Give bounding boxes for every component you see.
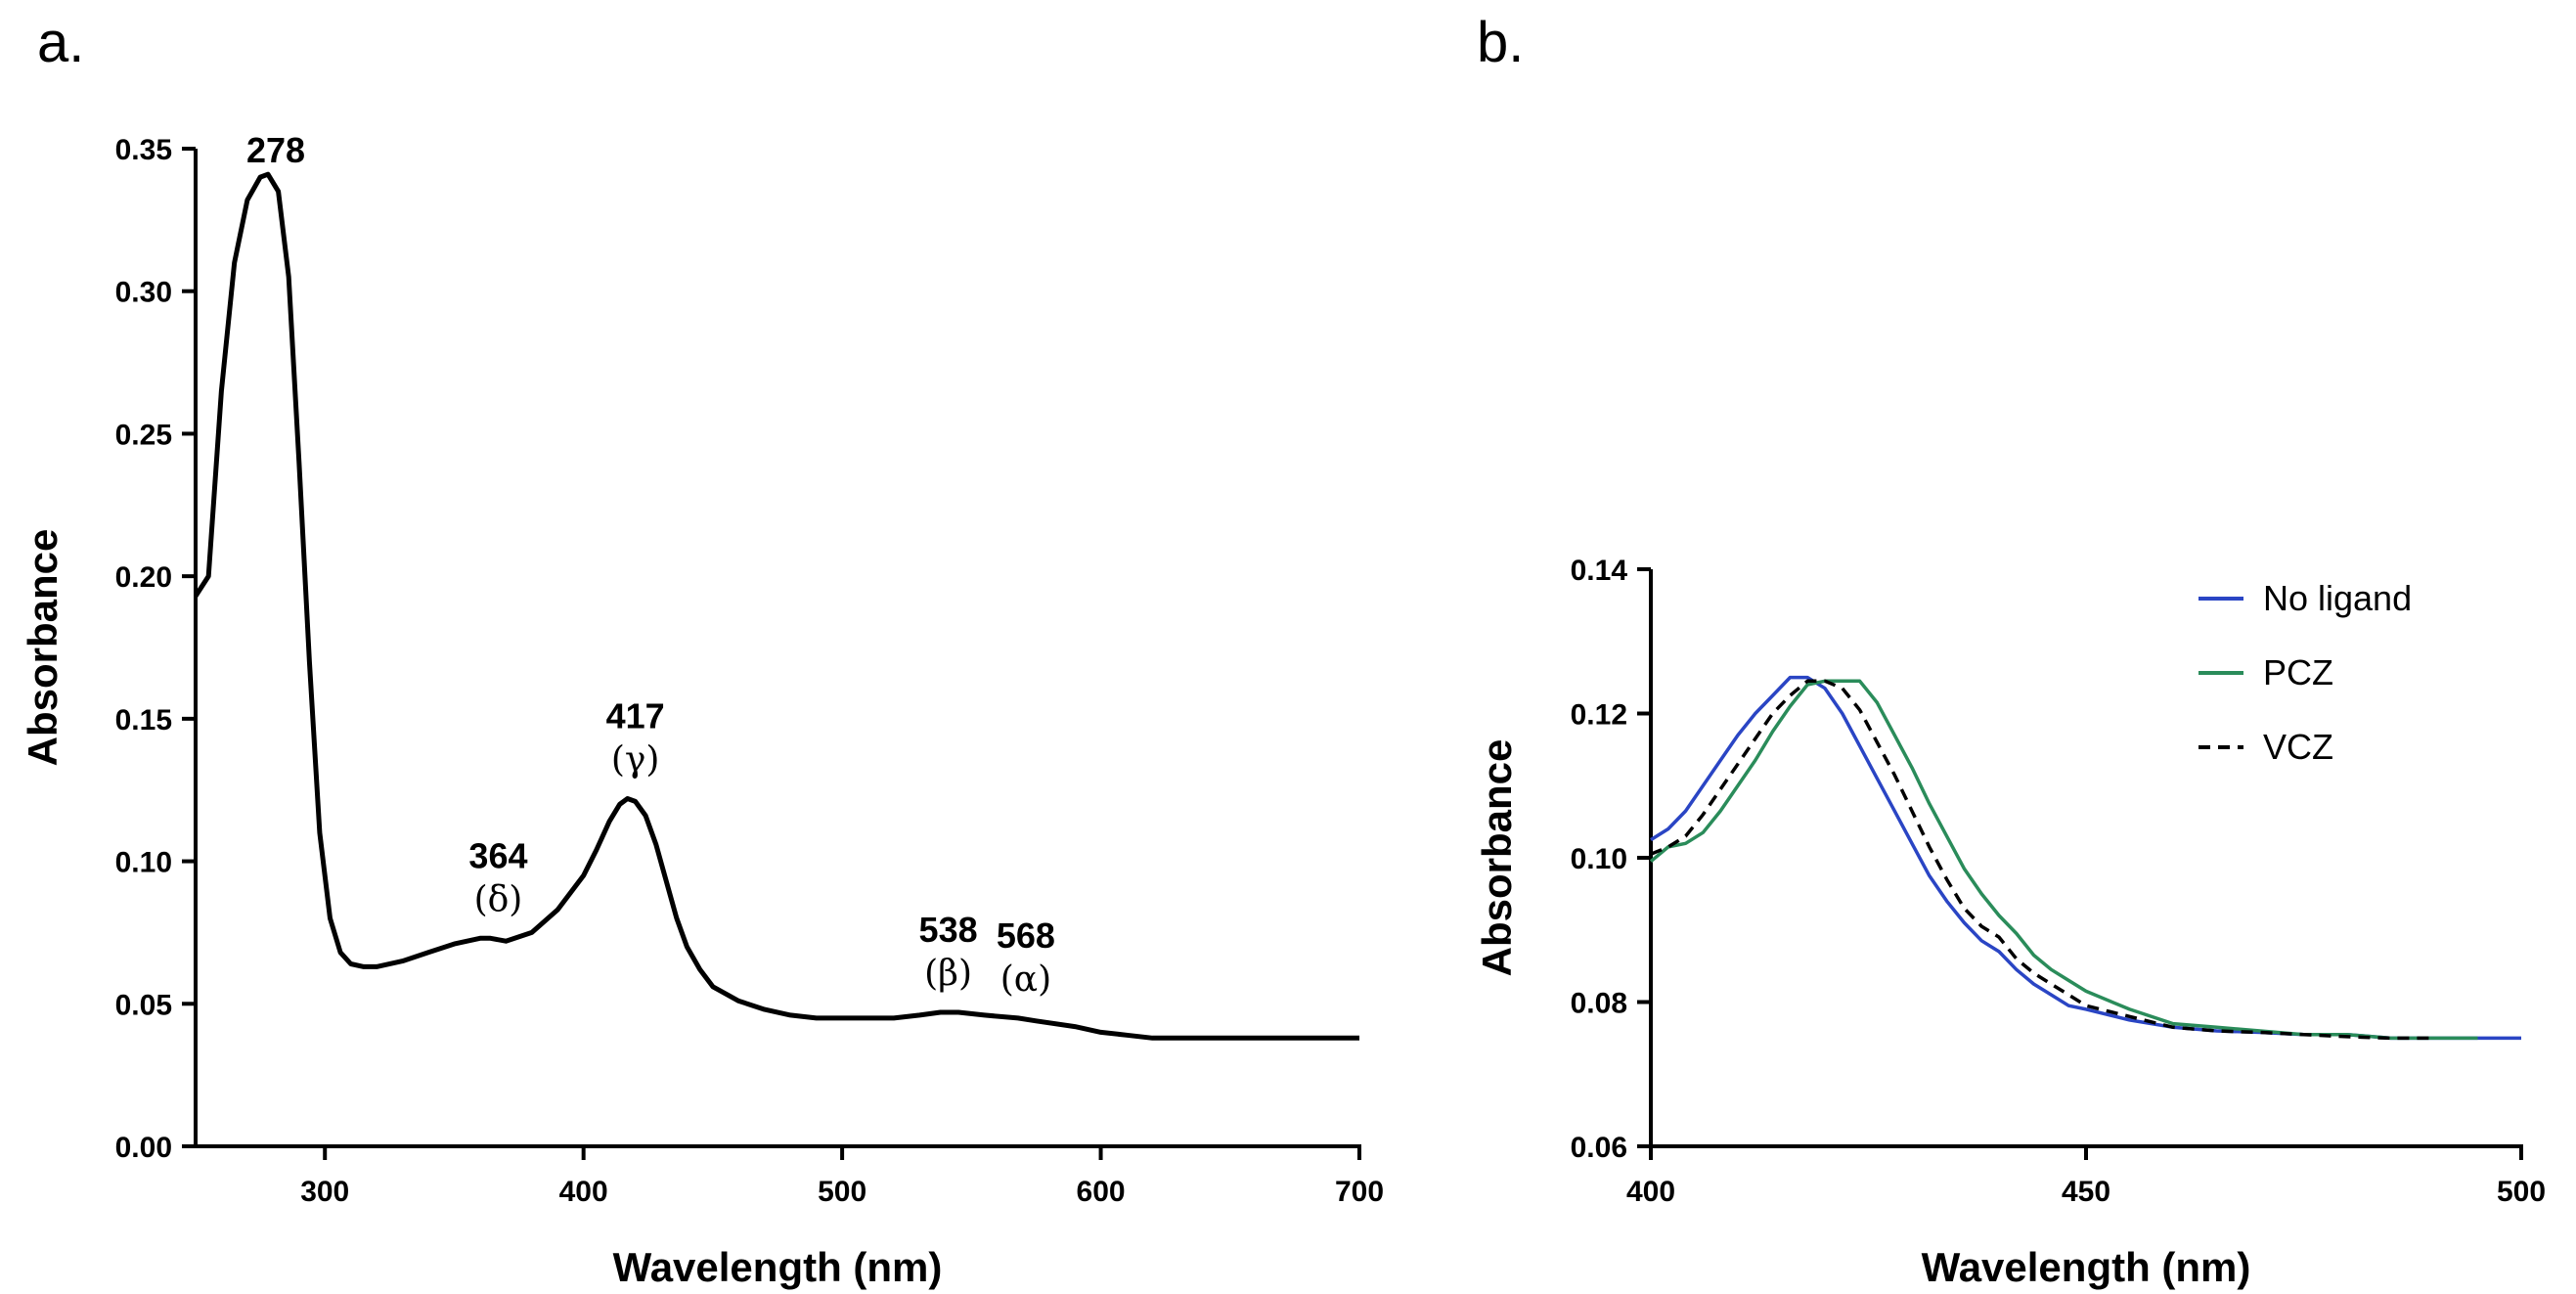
y-tick-label: 0.05: [115, 989, 172, 1021]
x-tick-label: 600: [1077, 1176, 1126, 1208]
y-tick-label: 0.14: [1571, 555, 1628, 587]
x-tick-label: 400: [1626, 1176, 1675, 1208]
peak-label-364: 364: [468, 835, 527, 875]
x-axis-title: Wavelength (nm): [1922, 1244, 2251, 1290]
peak-band-label: (δ): [474, 879, 523, 919]
x-tick-label: 450: [2062, 1176, 2110, 1208]
series-line-no-ligand: [1650, 675, 2521, 1041]
peak-label-278: 278: [246, 130, 305, 170]
legend-label: PCZ: [2263, 652, 2333, 692]
peak-label-568: 568: [997, 915, 1055, 956]
x-tick-label: 500: [2497, 1176, 2546, 1208]
peak-band-label: (α): [1000, 959, 1051, 1000]
y-tick-label: 0.00: [115, 1132, 172, 1164]
y-tick-label: 0.10: [115, 847, 172, 879]
series-line-vcz: [1650, 679, 2434, 1041]
panel-b-letter: b.: [1477, 11, 1525, 74]
y-tick-label: 0.20: [115, 561, 172, 594]
y-tick-label: 0.10: [1571, 843, 1627, 875]
peak-band-label: (β): [924, 954, 972, 994]
y-axis-title: Absorbance: [1474, 739, 1520, 977]
y-tick-label: 0.08: [1571, 988, 1627, 1020]
y-tick-label: 0.15: [115, 704, 172, 736]
y-tick-label: 0.12: [1571, 699, 1627, 732]
x-tick-label: 400: [559, 1176, 608, 1208]
x-axis-title: Wavelength (nm): [613, 1244, 943, 1290]
y-tick-label: 0.06: [1571, 1132, 1627, 1164]
y-tick-label: 0.25: [115, 419, 172, 451]
peak-band-label: (γ): [611, 739, 660, 780]
peak-label-417: 417: [606, 695, 665, 736]
x-tick-label: 500: [818, 1176, 866, 1208]
chart-panel-b: 0.06 0.08 0.10 0.12 0.14 400 450 500 Wavelength …: [1474, 555, 2546, 1290]
series-line-0: [193, 171, 1359, 1041]
peak-label-538: 538: [919, 910, 978, 950]
y-axis-title: Absorbance: [20, 529, 66, 767]
chart-panel-a: 0.00 0.05 0.10 0.15 0.20 0.25 0.30 0.35 300 400 50…: [20, 130, 1384, 1290]
series-line-pcz: [1649, 679, 2478, 1041]
y-tick-label: 0.30: [115, 277, 172, 309]
legend-label: No ligand: [2263, 578, 2412, 618]
x-tick-label: 700: [1335, 1176, 1384, 1208]
y-tick-label: 0.35: [115, 134, 172, 166]
panel-a-letter: a.: [37, 11, 85, 74]
x-tick-label: 300: [300, 1176, 349, 1208]
legend-label: VCZ: [2263, 727, 2333, 767]
